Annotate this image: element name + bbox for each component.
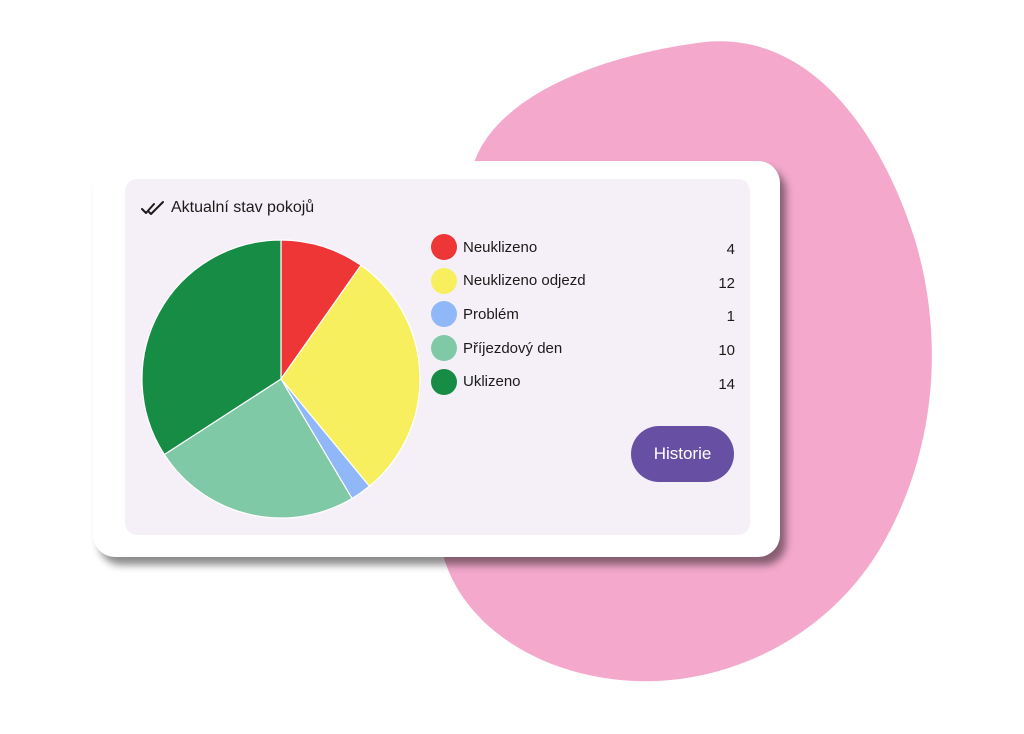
legend-label: Neuklizeno — [463, 238, 538, 256]
legend-swatch — [431, 267, 457, 294]
pie-slice-uklizeno — [141, 239, 282, 456]
legend-label: Uklizeno — [463, 373, 521, 391]
legend-label: Problém — [463, 305, 519, 323]
legend-swatch — [431, 234, 457, 260]
legend-item: Příjezdový den 10 — [431, 335, 735, 362]
pie-slice-neuklizeno-odjezd — [280, 264, 421, 488]
card-title: Aktualní stav pokojů — [171, 199, 315, 216]
legend-item: Neuklizeno odjezd 12 — [431, 267, 735, 294]
legend-count: 1 — [726, 308, 735, 326]
legend-count: 14 — [718, 375, 735, 393]
legend-swatch — [431, 301, 457, 328]
legend-swatch — [431, 335, 457, 362]
pie-slice-neuklizeno — [280, 239, 362, 381]
history-button[interactable]: Historie — [631, 426, 734, 482]
double-check-icon — [141, 201, 164, 215]
legend-item: Uklizeno 14 — [431, 368, 735, 395]
room-status-card: Aktualní stav pokojů Neuklizeno 4 Neukli… — [93, 161, 780, 557]
legend-item: Problém 1 — [431, 301, 735, 328]
room-status-pie-chart — [141, 239, 421, 519]
legend-swatch — [431, 368, 457, 395]
legend-item: Neuklizeno 4 — [431, 234, 735, 260]
legend-count: 4 — [726, 241, 735, 258]
legend-count: 10 — [718, 342, 735, 360]
card-header: Aktualní stav pokojů — [141, 199, 314, 217]
legend-count: 12 — [718, 274, 735, 292]
chart-legend: Neuklizeno 4 Neuklizeno odjezd 12 Problé… — [431, 234, 735, 402]
room-status-panel: Aktualní stav pokojů Neuklizeno 4 Neukli… — [125, 179, 750, 535]
legend-label: Neuklizeno odjezd — [463, 272, 586, 290]
legend-label: Příjezdový den — [463, 339, 563, 357]
pie-slice-p-jezdov-den — [163, 378, 353, 519]
